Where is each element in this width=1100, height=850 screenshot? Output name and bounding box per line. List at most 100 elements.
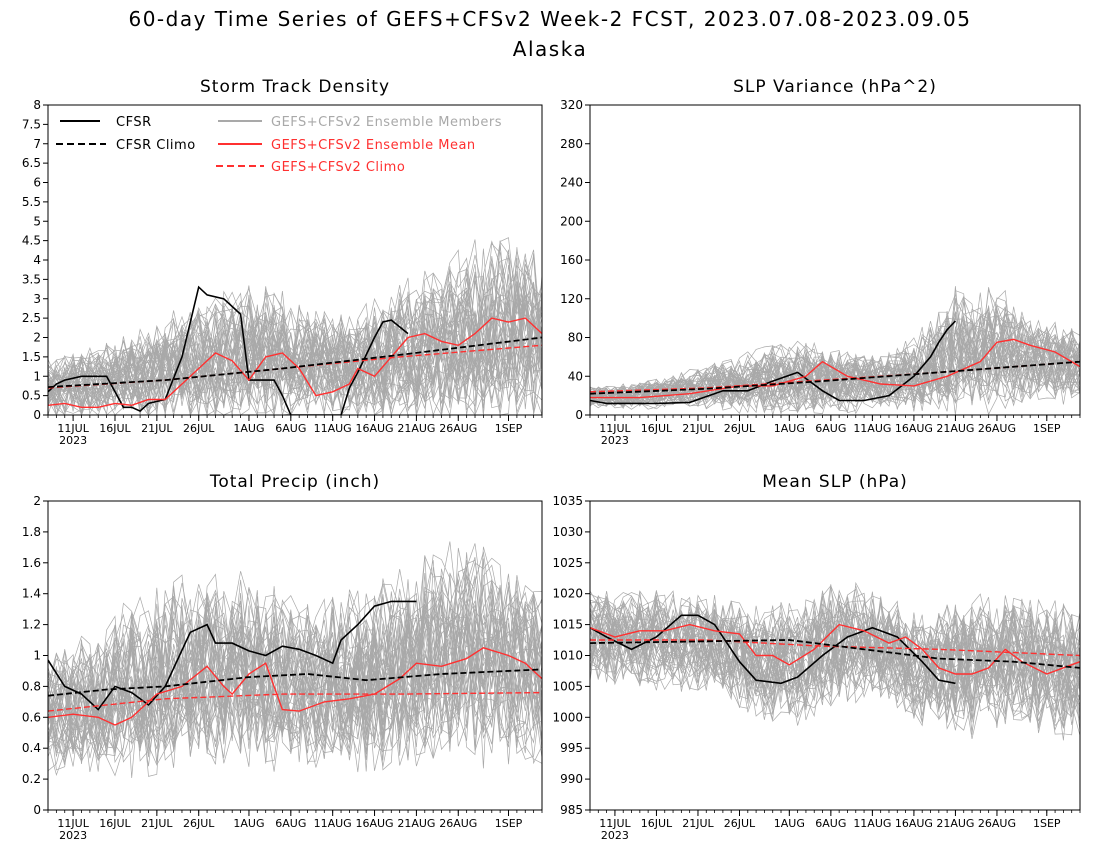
x-tick-label: 21JUL: [141, 817, 173, 830]
ensemble-member-line: [48, 588, 542, 757]
ensemble-members: [590, 286, 1080, 415]
y-tick-label: 280: [560, 137, 583, 151]
series-line-cfsr: [590, 614, 956, 685]
x-tick-label: 1SEP: [1033, 422, 1061, 435]
series-lines: [590, 320, 1080, 405]
y-tick-label: 990: [560, 772, 583, 786]
y-tick-label: 0.6: [22, 710, 41, 724]
y-tick-label: 0.8: [22, 679, 41, 693]
y-tick-label: 0: [33, 803, 41, 817]
x-tick-label: 1AUG: [774, 422, 805, 435]
ensemble-member-line: [590, 307, 1080, 402]
x-year-label: 2023: [601, 434, 629, 447]
panel-mean-slp: Mean SLP (hPa) 985 990 995 1000 1005 1010 1015…: [552, 472, 1081, 842]
ensemble-member-line: [590, 299, 1080, 405]
y-tick-label: 120: [560, 292, 583, 306]
x-tick-label: 26JUL: [183, 422, 215, 435]
y-tick-label: 2: [33, 494, 41, 508]
series-lines: [48, 285, 542, 415]
panel-total-precip: Total Precip (inch) 0 0.2 0.4 0.6 0.8 1 1.2 1.4…: [22, 472, 543, 842]
ensemble-member-line: [48, 547, 542, 733]
ensemble-member-line: [590, 316, 1080, 402]
y-tick-label: 1005: [552, 679, 583, 693]
ensemble-member-line: [48, 263, 542, 402]
x-tick-label: 26AUG: [978, 817, 1016, 830]
y-tick-label: 1: [33, 649, 41, 663]
ensemble-member-line: [48, 239, 542, 398]
panel-storm-track-density: Storm Track Density 0 0.5 1 1.5 2 2.5 3 3.5 4 4.5…: [22, 77, 543, 447]
y-tick-label: 320: [560, 98, 583, 112]
panel-slp-variance: SLP Variance (hPa^2) 0 40 80 120 160 200 240 28…: [560, 77, 1081, 447]
ensemble-member-line: [48, 552, 542, 733]
y-tick-label: 3.5: [22, 272, 41, 286]
y-tick-label: 2: [33, 331, 41, 345]
y-tick-label: 240: [560, 176, 583, 190]
x-tick-label: 21AUG: [936, 817, 974, 830]
x-tick-label: 11AUG: [853, 817, 891, 830]
ensemble-member-line: [590, 318, 1080, 414]
y-tick-label: 5: [33, 214, 41, 228]
series-line-cfsr-climo: [590, 360, 1080, 395]
x-tick-label: 21AUG: [397, 422, 435, 435]
y-tick-label: 5.5: [22, 195, 41, 209]
x-tick-label: 16JUL: [641, 422, 673, 435]
series-line-mean: [590, 338, 1080, 399]
storm-track-density-plot: 0 0.5 1 1.5 2 2.5 3 3.5 4 4.5 5 5.5 6 6.5 7 7.5 8 11JUL 16…: [22, 98, 543, 447]
x-tick-label: 16JUL: [99, 817, 131, 830]
y-tick-label: 0.2: [22, 772, 41, 786]
ensemble-member-line: [48, 575, 542, 748]
y-tick-label: 1.4: [22, 587, 41, 601]
x-tick-label: 26JUL: [724, 817, 756, 830]
y-tick-label: 1010: [552, 649, 583, 663]
y-tick-label: 80: [568, 331, 583, 345]
x-tick-label: 16AUG: [895, 817, 933, 830]
x-tick-label: 1AUG: [233, 817, 264, 830]
figure-subtitle: Alaska: [513, 37, 587, 61]
slp-variance-plot: 0 40 80 120 160 200 240 280 320 11JUL 16JUL 21JUL 26…: [560, 98, 1081, 447]
series-line-climo: [48, 691, 542, 712]
x-tick-label: 16JUL: [641, 817, 673, 830]
x-tick-label: 11JUL: [599, 817, 631, 830]
figure-title: 60-day Time Series of GEFS+CFSv2 Week-2 …: [128, 7, 971, 31]
y-tick-label: 1015: [552, 618, 583, 632]
y-tick-label: 3: [33, 292, 41, 306]
ensemble-member-line: [48, 291, 542, 415]
y-tick-label: 0.5: [22, 389, 41, 403]
ensemble-member-line: [48, 241, 542, 401]
x-tick-label: 21JUL: [141, 422, 173, 435]
x-tick-label: 11JUL: [599, 422, 631, 435]
ensemble-member-line: [48, 557, 542, 733]
panel-title-mean-slp: Mean SLP (hPa): [762, 472, 908, 492]
x-tick-label: 26AUG: [978, 422, 1016, 435]
x-tick-label: 1AUG: [774, 817, 805, 830]
ensemble-member-line: [48, 250, 542, 403]
y-tick-label: 985: [560, 803, 583, 817]
x-tick-label: 1AUG: [233, 422, 264, 435]
x-year-label: 2023: [59, 434, 87, 447]
x-tick-label: 6AUG: [275, 422, 306, 435]
ensemble-member-line: [48, 257, 542, 399]
x-tick-label: 1SEP: [1033, 817, 1061, 830]
panel-title-storm-track-density: Storm Track Density: [200, 77, 390, 97]
series-lines: [590, 614, 1080, 685]
ensemble-member-line: [590, 600, 1080, 723]
series-line-mean: [48, 317, 542, 408]
total-precip-plot: 0 0.2 0.4 0.6 0.8 1 1.2 1.4 1.6 1.8 2 11JUL 16JUL 21J…: [22, 494, 543, 842]
x-tick-label: 21AUG: [936, 422, 974, 435]
y-tick-label: 1.8: [22, 525, 41, 539]
legend-label-members: GEFS+CFSv2 Ensemble Members: [271, 115, 502, 130]
mean-slp-plot: 985 990 995 1000 1005 1010 1015 1020 1025 1030 103…: [552, 494, 1081, 842]
x-tick-label: 11AUG: [314, 817, 352, 830]
legend-label-cfsr-climo: CFSR Climo: [116, 138, 196, 153]
y-tick-label: 1: [33, 369, 41, 383]
x-tick-label: 1SEP: [495, 422, 523, 435]
y-tick-label: 1.6: [22, 556, 41, 570]
ensemble-member-line: [48, 603, 542, 748]
x-tick-label: 26AUG: [439, 422, 477, 435]
x-tick-label: 21JUL: [682, 422, 714, 435]
x-tick-label: 16JUL: [99, 422, 131, 435]
x-tick-label: 11AUG: [853, 422, 891, 435]
y-tick-label: 7.5: [22, 117, 41, 131]
panel-title-slp-variance: SLP Variance (hPa^2): [733, 77, 937, 97]
ensemble-member-line: [48, 546, 542, 735]
